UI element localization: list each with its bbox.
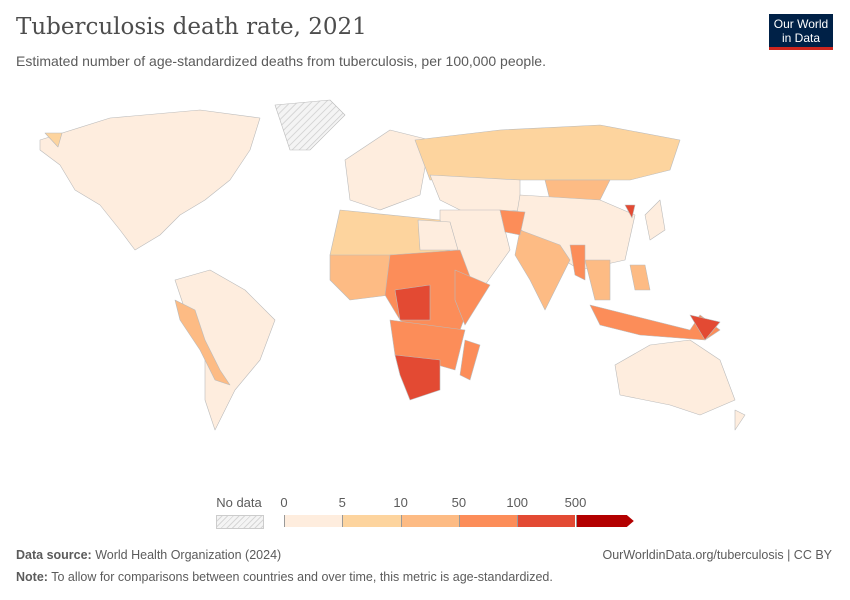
- country-korea[interactable]: [624, 204, 636, 219]
- source-label: Data source:: [16, 548, 92, 562]
- country-europe[interactable]: [344, 129, 431, 211]
- logo-text: Our World in Data: [773, 17, 829, 45]
- legend-bin: [458, 515, 518, 527]
- country-afghanistan[interactable]: [499, 209, 526, 236]
- country-papua[interactable]: [689, 314, 721, 341]
- data-source: Data source: World Health Organization (…: [16, 548, 281, 562]
- legend-bin: [342, 515, 401, 527]
- world-map[interactable]: [0, 95, 850, 455]
- source-link[interactable]: OurWorldinData.org/tuberculosis | CC BY: [602, 548, 833, 562]
- country-andes[interactable]: [174, 299, 231, 386]
- legend-bin: [284, 515, 343, 527]
- country-south-africa[interactable]: [394, 354, 441, 401]
- country-south-america[interactable]: [174, 269, 276, 431]
- owid-logo[interactable]: Our World in Data: [769, 14, 833, 50]
- legend: No data 0 5 10 50 100 500: [0, 495, 850, 535]
- country-north-america[interactable]: [39, 109, 261, 251]
- subtitle: Estimated number of age-standardized dea…: [16, 53, 546, 69]
- note-label: Note:: [16, 570, 48, 584]
- country-central-asia[interactable]: [429, 174, 521, 216]
- country-alaska[interactable]: [44, 132, 63, 148]
- source-text: World Health Organization (2024): [95, 548, 282, 562]
- legend-break-label: 100: [506, 495, 529, 510]
- note: Note: To allow for comparisons between c…: [16, 570, 553, 584]
- page-title: Tuberculosis death rate, 2021: [16, 14, 367, 40]
- legend-break-label: 0: [280, 495, 288, 510]
- country-new-zealand[interactable]: [734, 409, 746, 431]
- legend-break-label: 500: [564, 495, 587, 510]
- country-philippines[interactable]: [629, 264, 651, 291]
- legend-no-data-label: No data: [216, 495, 262, 510]
- legend-bin: [517, 515, 576, 527]
- country-congo[interactable]: [394, 284, 431, 321]
- legend-bin: [575, 515, 634, 527]
- note-text: To allow for comparisons between countri…: [51, 570, 553, 584]
- country-australia[interactable]: [614, 339, 736, 416]
- country-indonesia[interactable]: [589, 304, 721, 341]
- country-india[interactable]: [514, 229, 571, 311]
- country-russia[interactable]: [414, 124, 681, 181]
- country-japan[interactable]: [644, 199, 666, 241]
- country-greenland[interactable]: [274, 99, 346, 151]
- country-madagascar[interactable]: [459, 339, 481, 381]
- country-southeast-asia[interactable]: [584, 259, 611, 301]
- legend-bin: [400, 515, 459, 527]
- legend-break-label: 50: [451, 495, 467, 510]
- legend-break-label: 10: [393, 495, 408, 510]
- legend-no-data-swatch: [216, 515, 264, 529]
- country-horn-of-africa[interactable]: [454, 269, 491, 326]
- country-myanmar[interactable]: [569, 244, 586, 281]
- legend-break-label: 5: [338, 495, 346, 510]
- country-west-africa[interactable]: [329, 254, 401, 301]
